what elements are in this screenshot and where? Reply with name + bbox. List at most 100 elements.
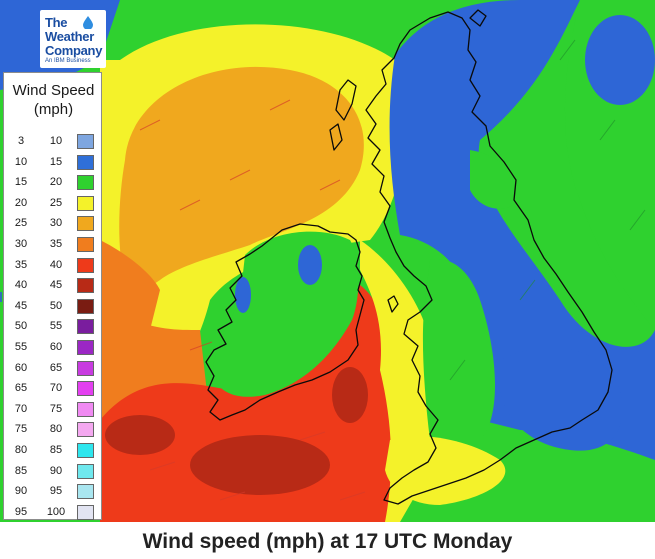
legend-max-value: 90 [49,464,63,477]
wind-streak [319,179,341,191]
legend-max-value: 20 [49,176,63,189]
legend-max-value: 95 [49,485,63,498]
coastlines [205,9,613,505]
map-caption: Wind speed (mph) at 17 UTC Monday [142,530,513,553]
the-weather-company-logo: The Weather Company An IBM Business [40,10,106,68]
left-edge-marker [0,292,2,302]
wind-zone-40-45-patch-1 [190,435,330,495]
ireland-coastline [205,223,365,421]
legend-color-swatch [77,154,94,170]
great-britain-coastline [365,11,613,505]
legend-min-value: 35 [14,258,28,271]
wind-zone-15-20-ireland [212,231,359,397]
legend-color-swatch [77,340,94,355]
legend-max-value: 45 [49,279,63,292]
legend-min-value: 10 [14,155,28,168]
legend-row: 30 35 [4,236,103,256]
wind-streak [189,341,213,351]
legend-title-line-1: Wind Speed [12,82,95,99]
wind-zone-15-20-east-scotland [470,150,520,209]
logo-subtitle: An IBM Business [45,58,91,64]
legend-min-value: 60 [14,361,28,374]
legend-min-value: 40 [14,279,28,292]
legend-row: 25 30 [4,215,103,235]
legend-max-value: 15 [49,155,63,168]
legend-row: 3 10 [4,133,103,153]
wind-streak [139,119,161,131]
legend-min-value: 25 [14,217,28,230]
legend-min-value: 3 [17,135,25,147]
water-drop-icon [83,16,93,29]
legend-max-value: 25 [49,196,63,209]
legend-row: 45 50 [4,298,103,318]
logo-line-1: The [45,15,68,30]
legend-min-value: 15 [14,176,28,189]
legend-min-value: 85 [14,464,28,477]
logo-line-3: Company [45,43,103,58]
wind-streaks [139,99,366,501]
legend-max-value: 70 [49,382,63,395]
legend-row: 85 90 [4,463,103,483]
legend-min-value: 90 [14,485,28,498]
legend-min-value: 95 [14,505,28,518]
wind-speed-legend: Wind Speed (mph) 3 10 10 15 15 20 20 25 25 30 30 35… [3,72,102,520]
isle-of-man-coastline [387,295,399,313]
legend-row: 35 40 [4,257,103,277]
legend-min-value: 45 [14,299,28,312]
wind-streak [519,279,536,301]
legend-max-value: 30 [49,217,63,230]
wind-zone-40-45-patch-2 [105,415,175,455]
legend-min-value: 50 [14,320,28,333]
legend-row: 55 60 [4,339,103,359]
legend-color-swatch [77,216,94,232]
wind-streak [299,431,326,441]
wind-zone-30-35-west-band [100,240,160,330]
wind-zone-10-15-west-ireland [235,277,251,313]
legend-color-swatch [77,401,94,417]
wind-streak [229,169,251,181]
legend-min-value: 65 [14,382,28,395]
legend-max-value: 80 [49,423,63,436]
legend-color-swatch [77,298,94,314]
legend-row: 20 25 [4,195,103,215]
wind-zone-25-30-storm [119,66,364,300]
legend-max-value: 65 [49,361,63,374]
wind-streak [599,119,616,141]
hebrides-coastline [335,79,357,121]
legend-color-swatch [77,504,94,520]
legend-max-value: 50 [49,299,63,312]
legend-color-swatch [77,175,94,191]
legend-color-swatch [77,443,94,458]
legend-color-swatch [77,422,94,438]
wind-streak [179,199,201,211]
legend-row: 90 95 [4,483,103,503]
legend-row: 15 20 [4,174,103,194]
legend-row: 10 15 [4,154,103,174]
wind-streak [219,491,246,501]
wind-zone-40-45-patch-3 [332,367,368,423]
legend-min-value: 30 [14,238,28,250]
legend-row: 80 85 [4,442,103,462]
wind-speed-map [0,0,655,522]
legend-color-swatch [77,195,94,211]
wind-streak [149,461,176,471]
legend-min-value: 75 [14,423,28,436]
legend-color-swatch [77,134,94,149]
legend-title-line-2: (mph) [33,101,74,118]
wind-streak [449,359,466,381]
legend-max-value: 10 [49,135,63,147]
legend-color-swatch [77,237,94,252]
legend-title: Wind Speed (mph) [4,81,103,119]
legend-max-value: 35 [49,238,63,250]
legend-min-value: 20 [14,196,28,209]
wind-streak [339,491,366,501]
orkney-coastline [469,9,487,27]
wind-zone-10-15-northeast [585,15,655,105]
legend-max-value: 55 [49,320,63,333]
legend-row: 70 75 [4,401,103,421]
wind-zone-20-25-south-coast [385,436,506,505]
wind-zone-10-15-britain [389,0,655,460]
wind-zone-15-20-wales [422,259,495,463]
legend-min-value: 55 [14,341,28,353]
legend-color-swatch [77,278,94,294]
